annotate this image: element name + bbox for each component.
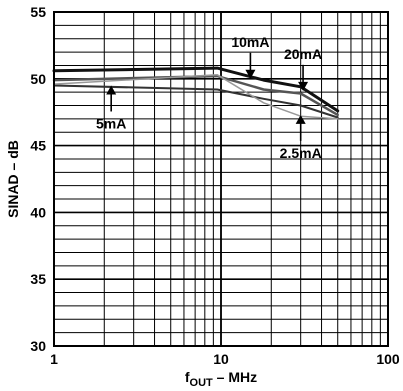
annotations: 10mA 20mA 5mA 2.5mA: [96, 34, 322, 161]
annotation-label: 10mA: [231, 34, 269, 50]
annotation-2p5ma: 2.5mA: [280, 114, 322, 161]
annotation-label: 2.5mA: [280, 145, 322, 161]
annotation-arrow-head: [245, 69, 256, 79]
annotation-arrow-head: [295, 114, 306, 124]
x-tick-labels: 1 10 100: [50, 351, 400, 367]
annotation-5ma: 5mA: [96, 85, 126, 131]
x-tick-label: 100: [376, 351, 400, 367]
series-line-2p5ma: [53, 74, 339, 120]
y-tick-label: 30: [30, 338, 46, 354]
annotation-label: 20mA: [284, 46, 322, 62]
x-tick-label: 10: [213, 351, 229, 367]
y-tick-labels: 30 35 40 45 50 55: [30, 4, 46, 354]
x-axis-title-main: f: [185, 369, 190, 385]
annotation-label: 5mA: [96, 115, 126, 131]
x-axis-title: fOUT – MHz: [185, 369, 257, 389]
y-axis-title: SINAD – dB: [5, 140, 21, 218]
y-tick-label: 50: [30, 71, 46, 87]
y-tick-label: 55: [30, 4, 46, 20]
series-line-10ma: [52, 66, 340, 113]
annotation-arrow-head: [106, 85, 117, 95]
annotation-10ma: 10mA: [231, 34, 269, 79]
plot-frame: [53, 11, 389, 347]
x-axis-title-rest: – MHz: [213, 369, 257, 385]
annotation-20ma: 20mA: [284, 46, 322, 91]
annotation-arrow-head: [298, 81, 309, 91]
x-tick-label: 1: [50, 351, 58, 367]
x-axis-title-subscript: OUT: [190, 377, 214, 389]
y-tick-label: 35: [30, 271, 46, 287]
series-lines: [52, 66, 340, 120]
series-line-5ma: [53, 84, 339, 119]
grid-lines: [53, 11, 389, 347]
y-tick-label: 40: [30, 204, 46, 220]
y-tick-label: 45: [30, 138, 46, 154]
